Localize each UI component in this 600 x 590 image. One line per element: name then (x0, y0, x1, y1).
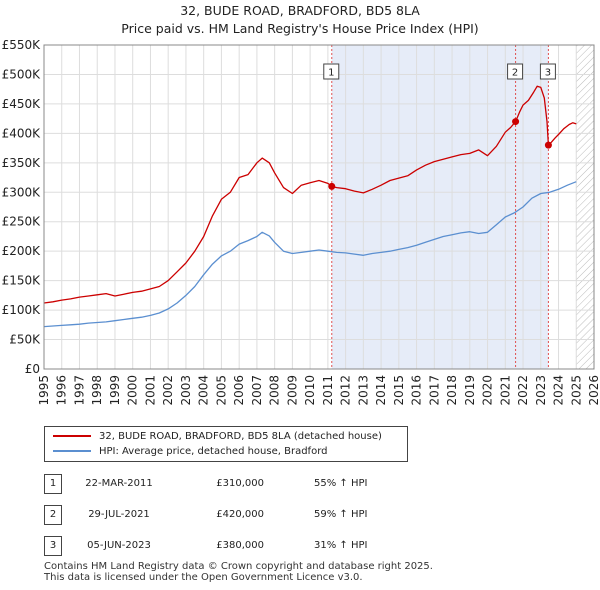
x-tick-label: 2017 (427, 375, 441, 406)
transaction-date: 05-JUN-2023 (87, 540, 151, 551)
marker-number-label: 1 (328, 68, 334, 79)
footer-attribution: Contains HM Land Registry data © Crown c… (44, 561, 433, 583)
x-tick-label: 2006 (232, 375, 246, 406)
x-tick-label: 2002 (161, 375, 175, 406)
title-line-1: 32, BUDE ROAD, BRADFORD, BD5 8LA (180, 3, 420, 18)
x-tick-label: 2024 (552, 375, 566, 406)
title-line-2: Price paid vs. HM Land Registry's House … (121, 21, 479, 36)
x-tick-label: 2013 (356, 375, 370, 406)
y-tick-label: £350K (2, 156, 42, 170)
transaction-number-badge: 3 (44, 536, 62, 556)
y-tick-label: £100K (2, 303, 42, 317)
marker-number-box (507, 63, 524, 80)
y-tick-label: £550K (2, 38, 42, 52)
transaction-hpi-change: 31% ↑ HPI (314, 540, 368, 551)
x-tick-label: 2005 (214, 375, 228, 406)
marker-number-box (323, 63, 340, 80)
transaction-date: 29-JUL-2021 (88, 509, 150, 520)
x-tick-label: 2007 (250, 375, 264, 406)
transaction-price: £420,000 (216, 509, 264, 520)
x-tick-label: 2014 (374, 375, 388, 406)
y-tick-label: £0 (25, 362, 40, 376)
x-tick-label: 2000 (126, 375, 140, 406)
x-tick-label: 2023 (534, 375, 548, 406)
x-tick-label: 2008 (268, 375, 282, 406)
legend-swatch-property (53, 435, 91, 437)
transaction-number-badge: 2 (44, 505, 62, 525)
x-tick-label: 2022 (516, 375, 530, 406)
sale-point (512, 118, 520, 126)
legend-label-property: 32, BUDE ROAD, BRADFORD, BD5 8LA (detach… (99, 431, 382, 442)
legend-swatch-hpi (53, 450, 91, 452)
x-tick-label: 2018 (445, 375, 459, 406)
y-tick-label: £250K (2, 215, 42, 229)
x-tick-label: 2016 (410, 375, 424, 406)
x-tick-label: 1997 (72, 375, 86, 406)
marker-number-box (539, 63, 556, 80)
x-tick-label: 2009 (285, 375, 299, 406)
hpi-line (43, 181, 577, 328)
x-tick-label: 2025 (569, 375, 583, 406)
legend-item-hpi: HPI: Average price, detached house, Brad… (53, 445, 327, 459)
x-tick-label: 2020 (481, 375, 495, 406)
transaction-price: £380,000 (216, 540, 264, 551)
projection-hatched-region (576, 45, 594, 369)
y-tick-label: £150K (2, 274, 42, 288)
footer-line-1: Contains HM Land Registry data © Crown c… (44, 561, 433, 572)
price-chart: £0 £50K £100K £150K £200K £250K £300K £350K £400… (2, 38, 600, 406)
ownership-shaded-region (331, 45, 549, 369)
plot-frame (43, 44, 595, 370)
transaction-price: £310,000 (216, 478, 264, 489)
sale-point (328, 182, 336, 190)
x-tick-label: 2015 (392, 375, 406, 406)
chart-title: 32, BUDE ROAD, BRADFORD, BD5 8LA Price p… (0, 2, 600, 38)
footer-line-2: This data is licensed under the Open Gov… (44, 572, 363, 583)
x-tick-label: 2026 (587, 375, 600, 406)
transaction-hpi-change: 55% ↑ HPI (314, 478, 368, 489)
y-tick-label: £200K (2, 244, 42, 258)
x-tick-label: 2019 (463, 375, 477, 406)
transaction-number-badge: 1 (44, 474, 62, 494)
x-tick-label: 2010 (303, 375, 317, 406)
y-tick-label: £500K (2, 67, 42, 81)
x-tick-label: 2003 (179, 375, 193, 406)
legend-item-property: 32, BUDE ROAD, BRADFORD, BD5 8LA (detach… (53, 430, 382, 444)
x-tick-label: 1999 (108, 375, 122, 406)
x-tick-label: 2004 (197, 375, 211, 406)
transaction-hpi-change: 59% ↑ HPI (314, 509, 368, 520)
y-tick-label: £50K (9, 333, 41, 347)
x-tick-label: 2021 (498, 375, 512, 406)
y-tick-label: £300K (2, 185, 42, 199)
transaction-date: 22-MAR-2011 (85, 478, 153, 489)
legend: 32, BUDE ROAD, BRADFORD, BD5 8LA (detach… (44, 426, 408, 462)
x-tick-label: 1996 (55, 375, 69, 406)
marker-number-label: 2 (512, 68, 518, 79)
legend-label-hpi: HPI: Average price, detached house, Brad… (99, 446, 328, 457)
x-tick-label: 2001 (143, 375, 157, 406)
marker-number-label: 3 (545, 68, 551, 79)
x-tick-label: 2011 (321, 375, 335, 406)
y-tick-label: £400K (2, 126, 42, 140)
sale-point (544, 141, 552, 149)
x-tick-label: 2012 (339, 375, 353, 406)
x-tick-label: 1998 (90, 375, 104, 406)
x-tick-label: 1995 (37, 375, 51, 406)
property-price-line (43, 85, 577, 304)
y-tick-label: £450K (2, 97, 42, 111)
